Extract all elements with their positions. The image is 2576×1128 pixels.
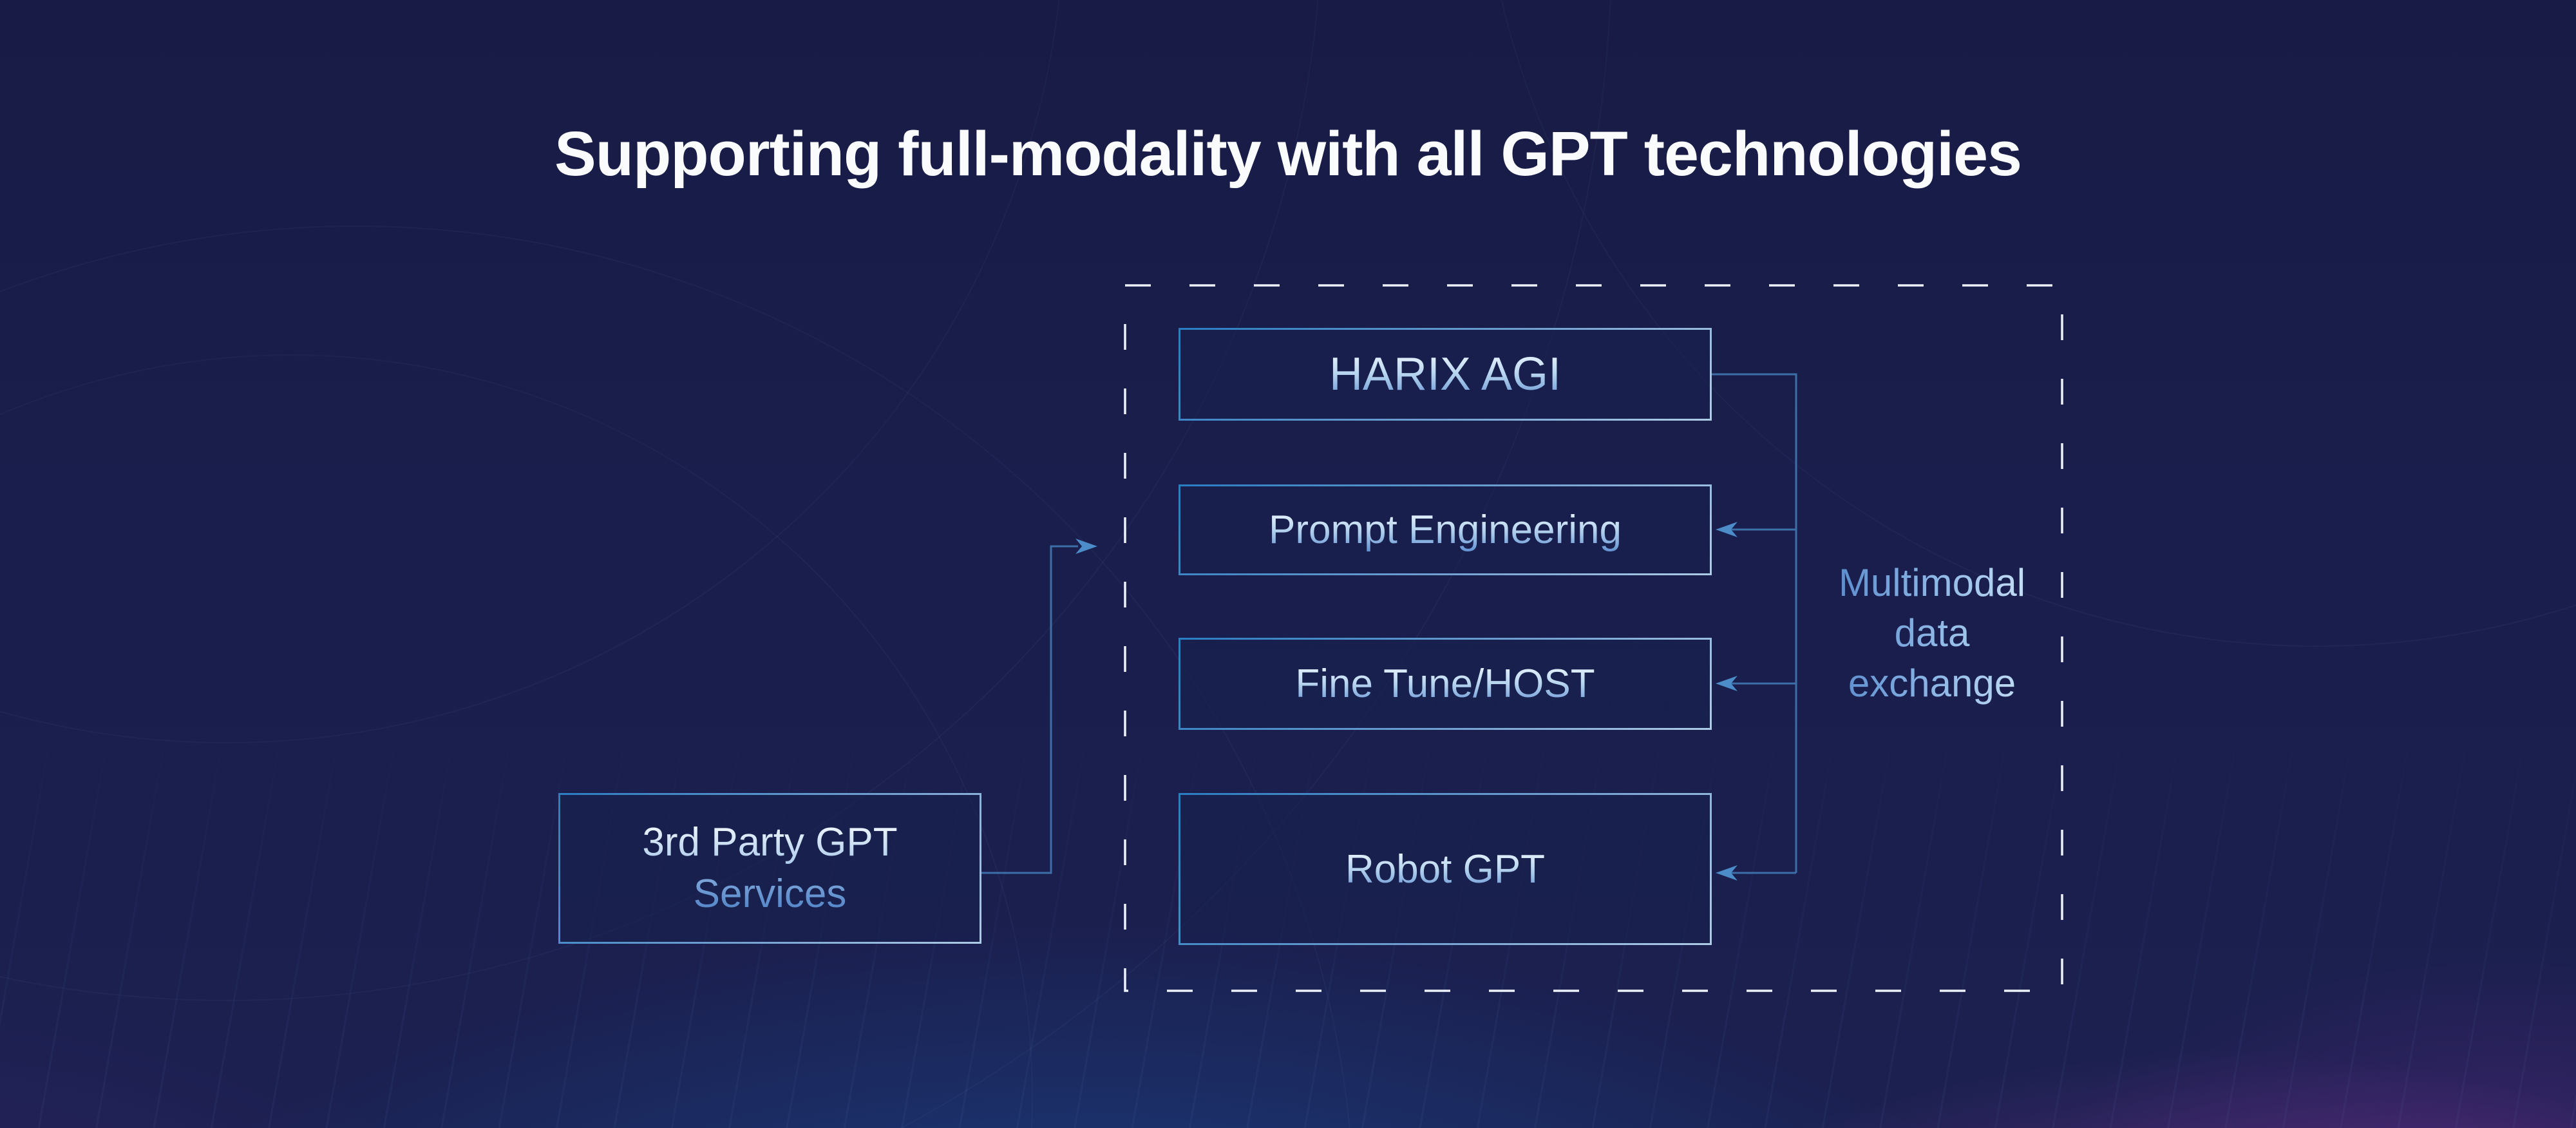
box-3rd-party-line1: 3rd Party GPT [642, 817, 897, 868]
arrowhead-left-icon [1716, 676, 1738, 691]
annotation-line: data [1800, 608, 2064, 658]
connector-harix-bus [1712, 373, 1797, 873]
box-prompt-engineering: Prompt Engineering [1179, 484, 1712, 575]
box-harix-agi-label: HARIX AGI [1329, 349, 1562, 400]
annotation-line: Multimodal [1800, 558, 2064, 608]
box-3rd-party-gpt-services: 3rd Party GPT Services [558, 793, 981, 944]
box-3rd-party-line2: Services [694, 868, 847, 920]
box-prompt-engineering-label: Prompt Engineering [1269, 508, 1622, 552]
box-robot-gpt: Robot GPT [1179, 793, 1712, 945]
dashed-group-border [1124, 284, 2063, 992]
box-fine-tune-host-label: Fine Tune/HOST [1295, 662, 1595, 706]
slide-title: Supporting full-modality with all GPT te… [554, 119, 2022, 189]
arrowhead-left-icon [1716, 522, 1738, 537]
box-robot-gpt-label: Robot GPT [1345, 846, 1546, 892]
arrowhead-right-icon [1075, 539, 1097, 554]
arrowhead-left-icon [1716, 865, 1738, 881]
multimodal-data-exchange-label: Multimodal data exchange [1800, 558, 2064, 709]
box-harix-agi: HARIX AGI [1179, 328, 1712, 421]
connector-3rd-party-to-group [981, 545, 1078, 874]
box-fine-tune-host: Fine Tune/HOST [1179, 638, 1712, 730]
annotation-line: exchange [1800, 658, 2064, 709]
